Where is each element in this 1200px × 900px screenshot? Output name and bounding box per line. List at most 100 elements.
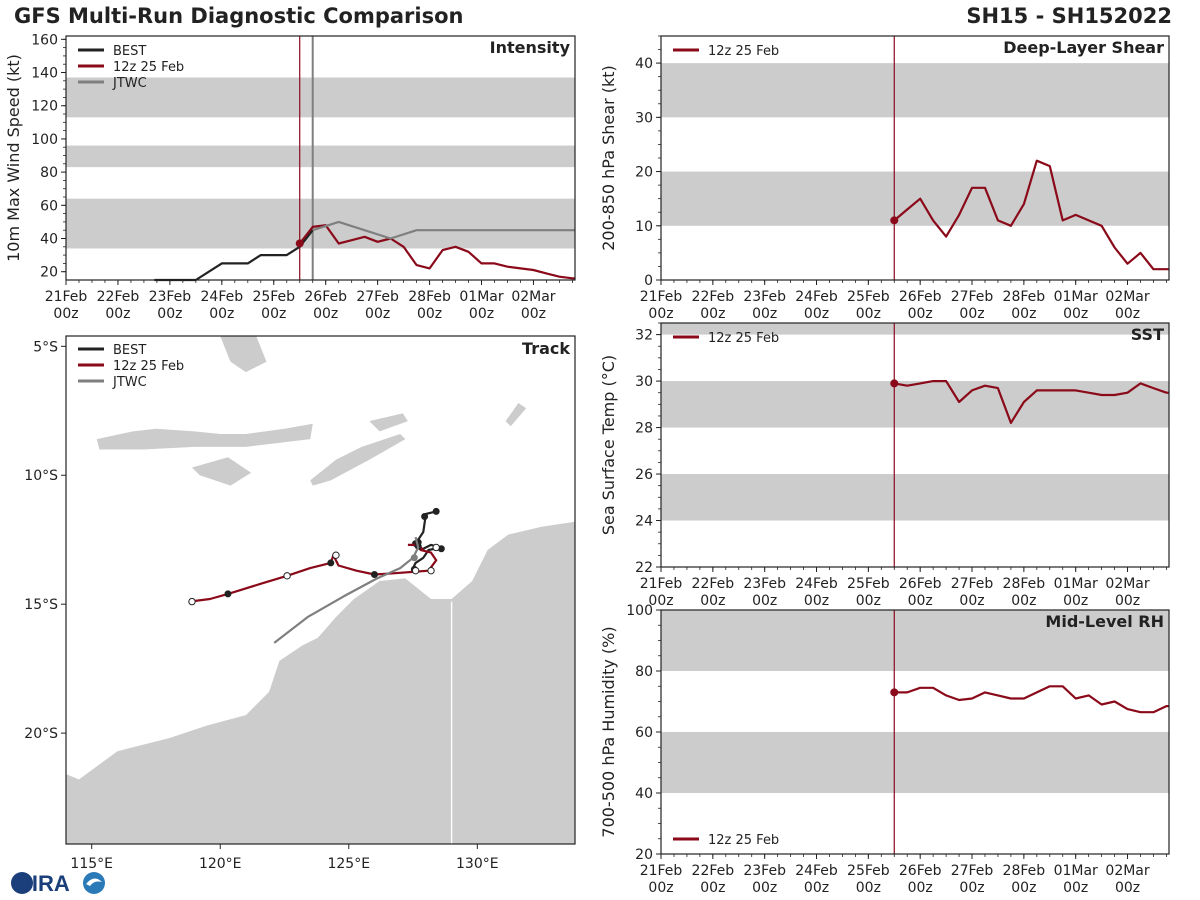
australia-landmass xyxy=(66,521,575,844)
track-point-gfs xyxy=(327,559,335,567)
shear-legend-label: 12z 25 Feb xyxy=(708,44,779,59)
intensity-xtick-label: 22Feb xyxy=(97,289,140,305)
shear-xtick-label: 00z xyxy=(648,306,673,322)
sst-xtick-label: 21Feb xyxy=(640,576,683,592)
track-ytick-label: 15°S xyxy=(24,597,58,613)
sst-ytick-label: 24 xyxy=(635,514,653,530)
intensity-xtick-label: 00z xyxy=(53,306,78,322)
sst-xtick-label: 24Feb xyxy=(795,576,838,592)
rh-xtick-label: 00z xyxy=(700,880,725,896)
track-land xyxy=(66,336,575,844)
shear-xtick-label: 27Feb xyxy=(951,289,994,305)
sst-legend-label: 12z 25 Feb xyxy=(708,331,779,346)
sulawesi-tip xyxy=(220,336,267,373)
sst-xtick-label: 22Feb xyxy=(692,576,735,592)
sst-band-2 xyxy=(661,323,1169,335)
track-line-best xyxy=(412,510,443,569)
rh-xtick-label: 02Mar xyxy=(1105,863,1149,879)
shear-xtick-label: 00z xyxy=(1115,306,1140,322)
shear-xtick-label: 00z xyxy=(1011,306,1036,322)
shear-xtick-label: 25Feb xyxy=(847,289,890,305)
intensity-xtick-label: 00z xyxy=(469,306,494,322)
panel-track: 115°E 120°E 125°E 130°E 5°S 10°S 15°S 20°S Track… xyxy=(24,335,576,872)
shear-xtick-label: 02Mar xyxy=(1105,289,1149,305)
rh-xtick-label: 01Mar xyxy=(1054,863,1098,879)
rh-series-gfs xyxy=(894,685,1169,714)
swirl-mark xyxy=(86,878,102,886)
intensity-xtick-label: 24Feb xyxy=(201,289,244,305)
sst-ytick-label: 28 xyxy=(635,421,653,437)
sst-ytick-label: 22 xyxy=(635,560,653,576)
shear-xtick-label: 28Feb xyxy=(1003,289,1046,305)
intensity-ytick-label: 140 xyxy=(31,66,58,82)
track-title: Track xyxy=(522,339,570,358)
intensity-ytick-label: 20 xyxy=(40,265,58,281)
rh-xtick-label: 00z xyxy=(752,880,777,896)
sst-xtick-label: 00z xyxy=(804,593,829,609)
track-point-best xyxy=(432,507,440,515)
sst-frame xyxy=(660,322,1170,568)
shear-frame xyxy=(660,35,1170,281)
shear-xtick-label: 22Feb xyxy=(692,289,735,305)
intensity-ytick-label: 100 xyxy=(31,132,58,148)
intensity-ytick-label: 60 xyxy=(40,198,58,214)
track-point-open xyxy=(188,597,196,606)
panel-rh: 2040608010021Feb00z22Feb00z23Feb00z24Feb… xyxy=(599,603,1170,896)
intensity-ytick-label: 160 xyxy=(31,32,58,48)
intensity-ytick-label: 120 xyxy=(31,99,58,115)
rh-xtick-label: 25Feb xyxy=(847,863,890,879)
shear-series-gfs xyxy=(893,159,1169,271)
track-ytick-label: 10°S xyxy=(24,468,58,484)
sst-xtick-label: 00z xyxy=(1115,593,1140,609)
sst-xtick-label: 00z xyxy=(1011,593,1036,609)
intensity-xtick-label: 00z xyxy=(521,306,546,322)
intensity-series-best xyxy=(154,229,314,282)
sst-xtick-label: 02Mar xyxy=(1105,576,1149,592)
intensity-xtick-label: 26Feb xyxy=(304,289,347,305)
sst-xtick-label: 28Feb xyxy=(1003,576,1046,592)
rh-xtick-label: 27Feb xyxy=(951,863,994,879)
rh-ylabel: 700-500 hPa Humidity (%) xyxy=(599,626,618,837)
shear-ylabel: 200-850 hPa Shear (kt) xyxy=(599,65,618,251)
sst-xtick-label: 00z xyxy=(1063,593,1088,609)
rh-xtick-label: 00z xyxy=(908,880,933,896)
sst-init-point xyxy=(890,379,899,388)
intensity-legend-label: BEST xyxy=(113,44,146,59)
cira-logo: CIRA xyxy=(11,871,105,896)
intensity-band-1 xyxy=(66,145,575,168)
swirl-icon xyxy=(83,872,105,894)
track-point-best xyxy=(421,513,429,521)
sst-xtick-label: 23Feb xyxy=(743,576,786,592)
rh-xtick-label: 28Feb xyxy=(1003,863,1046,879)
track-ytick-label: 5°S xyxy=(33,339,58,355)
intensity-xtick-label: 01Mar xyxy=(459,289,503,305)
track-point-open xyxy=(332,551,340,559)
intensity-xtick-label: 00z xyxy=(261,306,286,322)
track-point-gfs xyxy=(370,571,378,579)
sst-title: SST xyxy=(1131,325,1164,344)
shear-ytick-label: 20 xyxy=(635,165,653,181)
rh-band-1 xyxy=(661,610,1169,671)
rh-ytick-label: 60 xyxy=(635,725,653,741)
sst-xtick-label: 26Feb xyxy=(899,576,942,592)
rh-xtick-label: 00z xyxy=(959,880,984,896)
sst-xtick-label: 00z xyxy=(752,593,777,609)
track-point-open xyxy=(432,543,440,552)
sst-ytick-label: 30 xyxy=(635,374,653,390)
shear-xtick-label: 00z xyxy=(1063,306,1088,322)
panel-sst: 22242628303221Feb00z22Feb00z23Feb00z24Fe… xyxy=(599,322,1170,609)
shear-ytick-label: 10 xyxy=(635,219,653,235)
track-series xyxy=(188,507,445,644)
wetar-island xyxy=(369,413,408,432)
track-xtick-label: 120°E xyxy=(199,856,242,872)
intensity-band-0 xyxy=(66,198,575,249)
shear-xtick-label: 00z xyxy=(804,306,829,322)
shear-xtick-label: 00z xyxy=(856,306,881,322)
shear-xtick-label: 00z xyxy=(700,306,725,322)
intensity-xtick-label: 21Feb xyxy=(45,289,88,305)
sst-xtick-label: 00z xyxy=(700,593,725,609)
intensity-xtick-label: 28Feb xyxy=(408,289,451,305)
intensity-xtick-label: 00z xyxy=(417,306,442,322)
sst-xtick-label: 01Mar xyxy=(1054,576,1098,592)
track-point-open xyxy=(283,572,291,580)
